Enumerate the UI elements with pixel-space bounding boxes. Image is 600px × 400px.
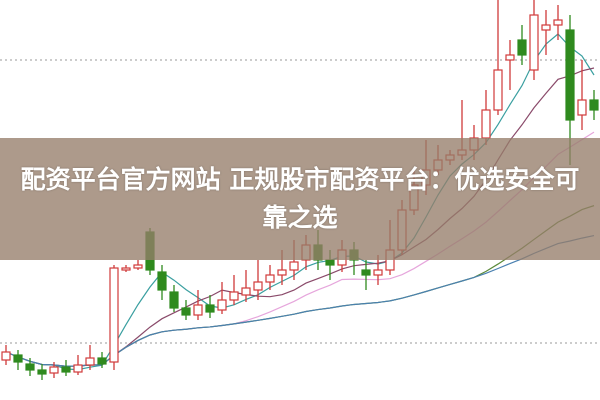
candle-body [133,264,143,269]
candle [181,300,191,320]
candle [25,358,35,376]
candle [13,350,23,370]
candle-body [217,299,227,311]
candle-body [289,261,299,271]
candle-body [61,366,71,373]
candle [529,0,539,80]
candle-body [13,354,23,363]
candle-body [121,267,131,271]
candle [109,265,119,370]
candle [229,275,239,305]
candle-body [73,364,83,373]
candle-body [241,287,251,296]
candle-body [529,14,539,71]
candle [265,265,275,290]
candle-body [181,307,191,316]
candle [157,265,167,300]
candle-body [25,363,35,371]
candle-body [193,304,203,316]
candle-body [265,274,275,283]
candle-body [553,19,563,26]
candle [241,270,251,302]
candle-body [205,304,215,313]
candle [85,345,95,370]
candle [505,40,515,90]
candle-body [517,39,527,56]
candle-body [157,271,167,291]
candle-body [589,99,599,111]
candle-body [49,366,59,374]
candle [49,362,59,378]
candle [169,285,179,312]
candle-body [373,269,383,276]
candle [61,360,71,376]
candle [1,345,11,365]
candle [553,5,563,40]
banner-title: 配资平台官方网站 正规股市配资平台：优选安全可靠之选 [20,165,580,232]
candle-body [85,357,95,366]
candle-body [229,291,239,301]
candle [73,355,83,375]
candle-body [1,351,11,361]
candle [97,352,107,368]
candle [481,90,491,145]
candle-body [109,267,119,363]
candle [217,282,227,314]
candle [541,10,551,55]
candle-body [541,24,551,31]
candle-body [565,29,575,121]
candle [205,295,215,318]
candle [361,260,371,290]
candle-body [169,291,179,309]
title-banner: 配资平台官方网站 正规股市配资平台：优选安全可靠之选 [0,138,600,260]
candle-body [277,269,287,276]
candle [193,290,203,320]
candle-body [361,269,371,276]
candle-body [577,99,587,116]
candle [253,260,263,300]
candle-body [253,281,263,291]
candle-body [37,369,47,375]
candle [133,260,143,270]
candle [589,90,599,120]
candle-body [493,69,503,111]
candle-body [481,109,491,139]
candle [37,364,47,380]
candle-body [505,54,515,61]
candle-body [97,357,107,365]
candle [121,265,131,272]
candle-body [325,259,335,266]
candle [517,25,527,65]
candle [577,60,587,130]
candle [373,255,383,285]
candle [493,0,503,115]
